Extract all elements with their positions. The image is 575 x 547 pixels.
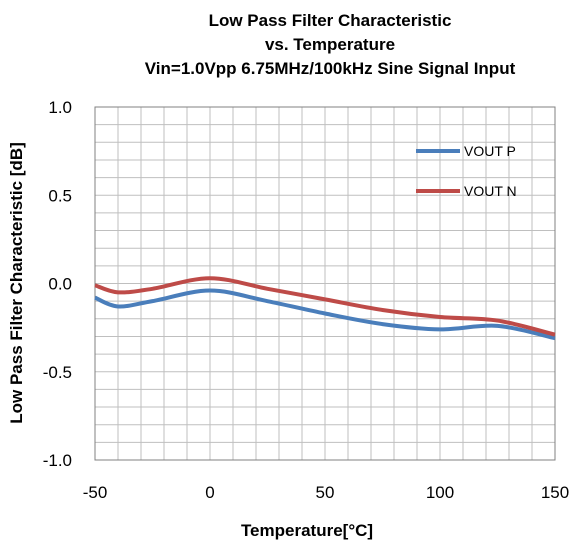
- chart-title-line-2: vs. Temperature: [265, 35, 395, 54]
- chart-title-line-3: Vin=1.0Vpp 6.75MHz/100kHz Sine Signal In…: [145, 59, 516, 78]
- chart-title-line-1: Low Pass Filter Characteristic: [209, 11, 452, 30]
- y-tick-label: -1.0: [43, 451, 72, 470]
- x-tick-label: 50: [316, 483, 335, 502]
- series-line-2: [94, 276, 556, 337]
- y-axis-title: Low Pass Filter Characteristic [dB]: [7, 142, 26, 424]
- series-lines: [94, 276, 556, 341]
- legend-label: VOUT N: [464, 183, 517, 199]
- x-tick-label: 150: [541, 483, 569, 502]
- series-line-1: [94, 288, 556, 341]
- x-tick-label: 100: [426, 483, 454, 502]
- x-tick-label: -50: [83, 483, 108, 502]
- plot-border: [94, 106, 556, 461]
- y-tick-label: 0.0: [48, 275, 72, 294]
- y-tick-label: -0.5: [43, 363, 72, 382]
- x-axis-ticks: -50 0 50 100 150: [83, 483, 569, 502]
- legend: VOUT P VOUT N: [416, 143, 517, 199]
- x-axis-title: Temperature[°C]: [241, 521, 373, 540]
- y-axis-ticks: 1.0 0.5 0.0 -0.5 -1.0: [43, 98, 72, 470]
- grid: [95, 107, 555, 460]
- legend-label: VOUT P: [464, 143, 516, 159]
- y-tick-label: 0.5: [48, 186, 72, 205]
- x-tick-label: 0: [205, 483, 214, 502]
- y-tick-label: 1.0: [48, 98, 72, 117]
